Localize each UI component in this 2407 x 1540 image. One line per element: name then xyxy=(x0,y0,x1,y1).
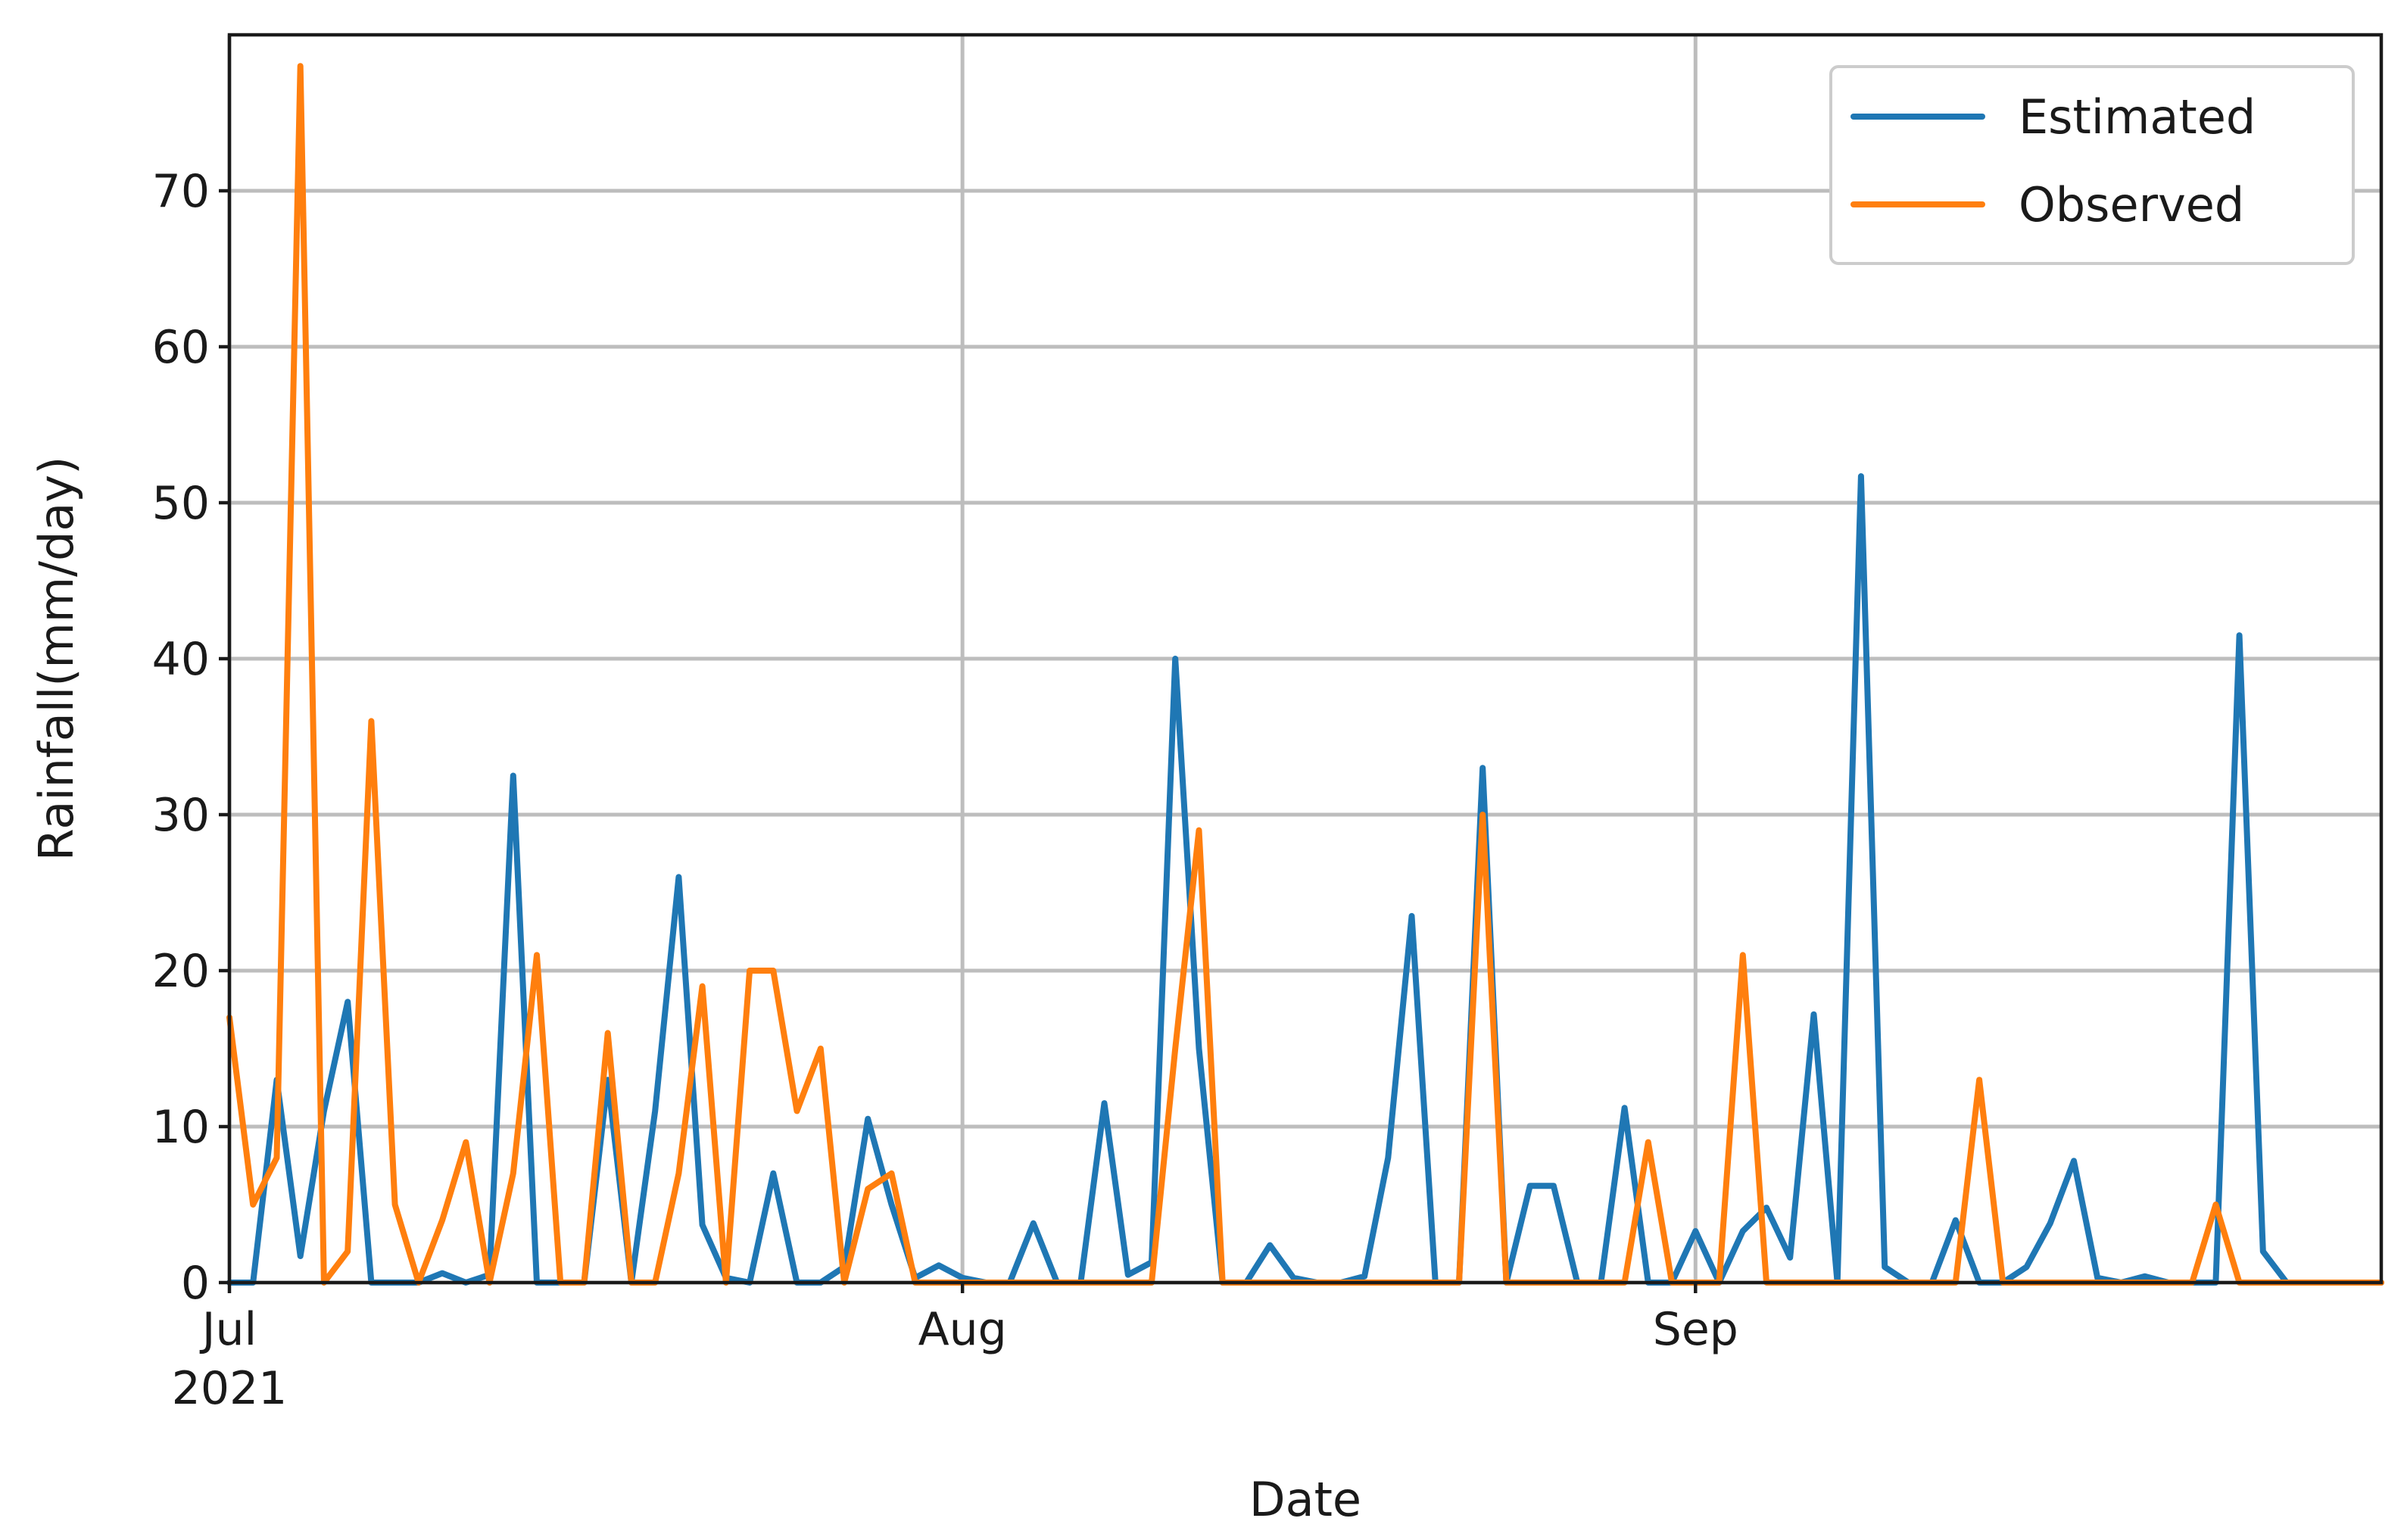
y-tick-label: 10 xyxy=(152,1101,210,1154)
legend-entries: Estimated Observed xyxy=(1850,89,2256,232)
plot-frame xyxy=(227,33,2384,1285)
y-tick-label: 60 xyxy=(152,321,210,374)
y-tick-label: 30 xyxy=(152,789,210,842)
x-tick-label: Sep xyxy=(1653,1303,1738,1356)
x-tick-sublabel: 2021 xyxy=(172,1362,288,1415)
y-axis-label: Rainfall(mm/day) xyxy=(29,457,84,862)
grid xyxy=(227,35,2381,1285)
y-tick-label: 70 xyxy=(152,165,210,218)
y-tick-label: 20 xyxy=(152,945,210,998)
axes xyxy=(219,33,2384,1293)
tick-labels: 0 10 20 30 40 50 60 70 Jul 2021 Aug Sep xyxy=(152,165,1738,1415)
legend-label-estimated: Estimated xyxy=(2019,89,2256,145)
y-tick-label: 50 xyxy=(152,477,210,530)
y-tick-label: 0 xyxy=(181,1257,210,1310)
y-tick-label: 40 xyxy=(152,633,210,686)
legend-label-observed: Observed xyxy=(2019,177,2244,232)
x-axis-label: Date xyxy=(1249,1472,1361,1527)
x-tick-label: Aug xyxy=(918,1303,1007,1356)
x-tick-label: Jul xyxy=(199,1303,257,1356)
legend: Estimated Observed xyxy=(1829,65,2355,265)
